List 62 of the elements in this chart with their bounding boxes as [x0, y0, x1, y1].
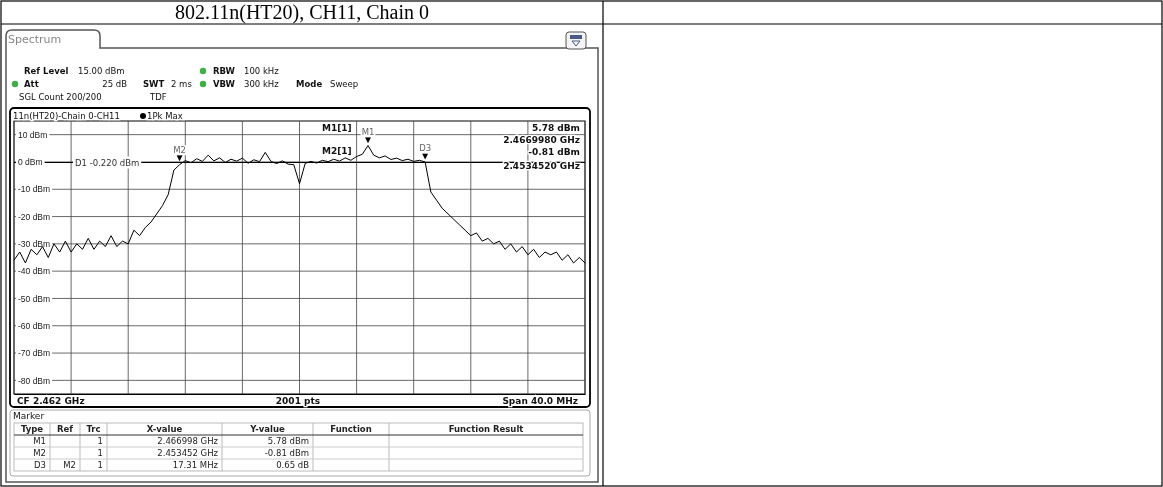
text: 100 kHz — [244, 66, 280, 76]
text: D3 — [34, 460, 46, 470]
chart-title: 802.11n(HT20), CH11, Chain 0 — [174, 1, 430, 24]
text: 300 kHz — [244, 79, 280, 89]
text: Function Result — [448, 424, 524, 434]
text: 15.00 dBm — [78, 66, 125, 76]
text: SGL Count 200/200 — [19, 92, 102, 102]
text: Att — [24, 79, 39, 89]
text: 17.31 MHz — [172, 460, 219, 470]
annotation: 1Pk Max — [147, 111, 183, 121]
annotation: 2.4534520 GHz — [503, 161, 580, 171]
text: M2 — [63, 460, 76, 470]
text: X-value — [146, 424, 183, 434]
annotation: M2 — [173, 145, 186, 156]
annotation: M1 — [361, 127, 375, 138]
text: Mode — [296, 79, 323, 89]
text: Type — [20, 424, 44, 434]
text: CF 2.462 GHz — [17, 396, 85, 406]
text: Marker — [13, 411, 45, 421]
y-tick-label: -30 dBm — [18, 239, 51, 250]
text: Ref Level — [24, 66, 69, 76]
text: 2.466998 GHz — [157, 436, 219, 446]
text: 1 — [97, 460, 103, 470]
annotation: M2[1] — [322, 146, 352, 156]
text: M2 — [33, 448, 46, 458]
text: Spectrum — [8, 33, 62, 46]
text: 1 — [97, 436, 103, 446]
text: SWT — [143, 79, 165, 89]
text: TDF — [149, 92, 167, 102]
annotation: -0.81 dBm — [528, 147, 580, 157]
text: Trc — [86, 424, 101, 434]
y-tick-label: -70 dBm — [18, 348, 51, 359]
y-tick-label: -50 dBm — [18, 293, 51, 304]
y-tick-label: -60 dBm — [18, 320, 51, 331]
text: Ref — [56, 424, 74, 434]
text: Sweep — [330, 79, 359, 89]
text: RBW — [213, 66, 236, 76]
ref-line-label: D1 -0.220 dBm — [75, 157, 140, 168]
y-tick-label: 0 dBm — [18, 157, 43, 168]
text: Function — [330, 424, 372, 434]
annotation: M1[1] — [322, 123, 352, 133]
annotation: 2.4669980 GHz — [503, 135, 580, 145]
y-tick-label: -40 dBm — [18, 266, 51, 277]
y-tick-label: -10 dBm — [18, 184, 51, 195]
text: VBW — [213, 79, 236, 89]
text: 5.78 dBm — [267, 436, 309, 446]
annotation: 11n(HT20)-Chain 0-CH11 — [13, 111, 120, 121]
annotation: 5.78 dBm — [531, 123, 580, 133]
text: 0.65 dB — [276, 460, 310, 470]
y-tick-label: -20 dBm — [18, 211, 51, 222]
text: Span 40.0 MHz — [502, 396, 578, 406]
text: M1 — [33, 436, 46, 446]
text: -0.81 dBm — [264, 448, 309, 458]
annotation: D3 — [419, 143, 432, 154]
y-tick-label: -80 dBm — [18, 375, 51, 386]
text: Y-value — [249, 424, 285, 434]
text: 2001 pts — [275, 396, 321, 406]
y-tick-label: 10 dBm — [18, 129, 48, 140]
text: 2 ms — [171, 79, 193, 89]
text: 25 dB — [102, 79, 128, 89]
text: 1 — [97, 448, 103, 458]
text: 2.453452 GHz — [157, 448, 219, 458]
